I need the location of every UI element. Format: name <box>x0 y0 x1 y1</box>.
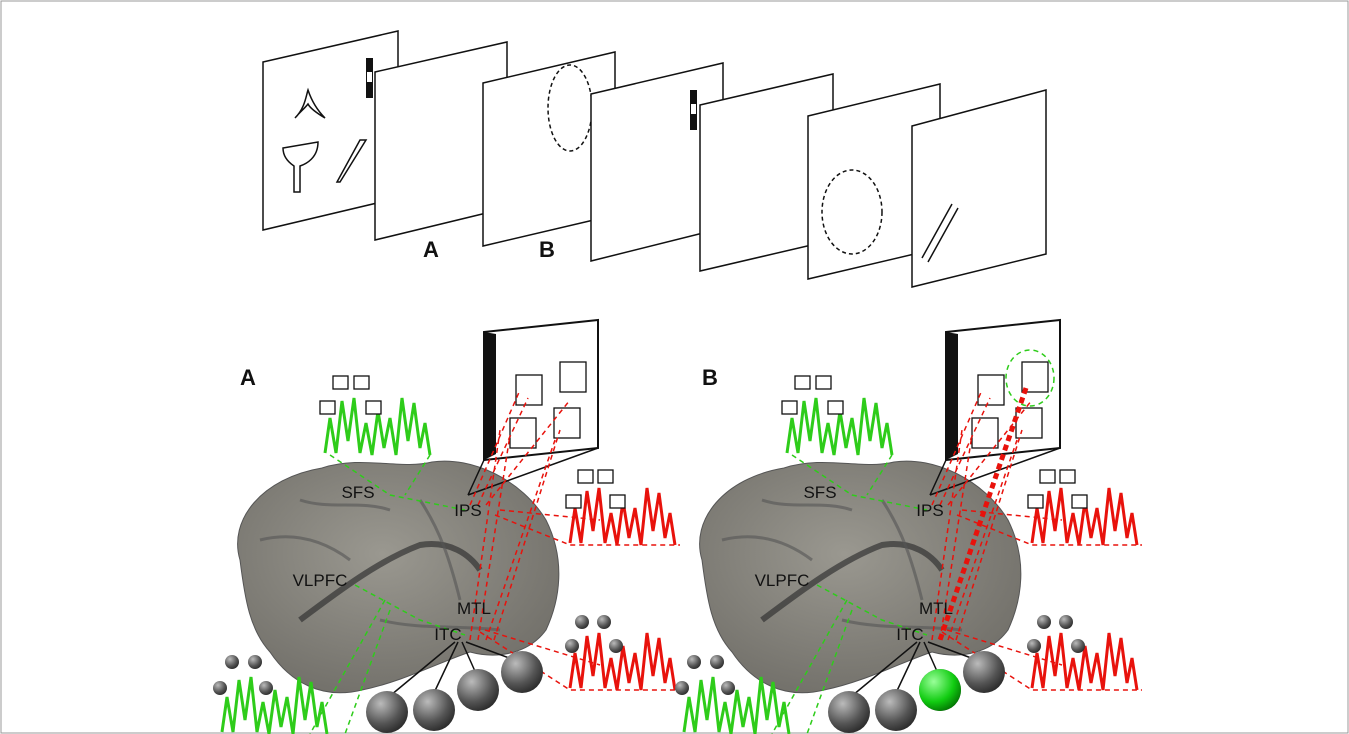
sphere <box>457 669 499 711</box>
ellipse <box>821 169 883 255</box>
region: ITC <box>896 625 923 644</box>
sphere <box>413 689 455 731</box>
region: MTL <box>919 599 953 618</box>
highlight <box>1005 349 1055 407</box>
brain-panel <box>675 320 1142 734</box>
region: IPS <box>454 501 481 520</box>
brain-panel <box>213 318 680 734</box>
panel-label: A <box>240 365 256 390</box>
sequence: A B <box>262 30 1047 288</box>
region: SFS <box>341 483 374 502</box>
panel-label: B <box>702 365 718 390</box>
sphere <box>501 651 543 693</box>
sphere-selected <box>919 669 961 711</box>
region: ITC <box>434 625 461 644</box>
region: MTL <box>457 599 491 618</box>
objects <box>282 87 368 193</box>
region: SFS <box>803 483 836 502</box>
label: B <box>539 237 555 262</box>
highlight-link <box>937 387 1029 641</box>
region: VLPFC <box>293 571 348 590</box>
sphere <box>366 691 408 733</box>
label: A <box>423 237 439 262</box>
region: VLPFC <box>755 571 810 590</box>
region: IPS <box>916 501 943 520</box>
lines <box>921 203 959 263</box>
screen <box>911 89 1047 288</box>
